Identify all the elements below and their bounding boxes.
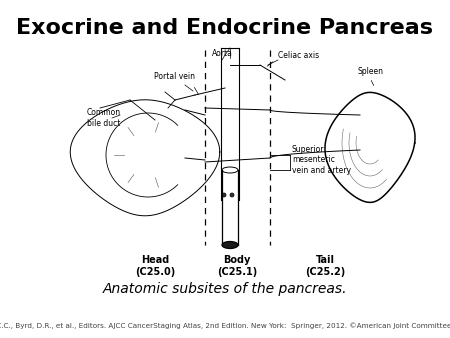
Text: Superior
mesenteric
vein and artery: Superior mesenteric vein and artery [292, 145, 351, 175]
Text: Anatomic subsites of the pancreas.: Anatomic subsites of the pancreas. [103, 282, 347, 296]
Text: Tail
(C25.2): Tail (C25.2) [305, 255, 345, 276]
Text: Compton, C.C., Byrd, D.R., et al., Editors. AJCC CancerStaging Atlas, 2nd Editio: Compton, C.C., Byrd, D.R., et al., Edito… [0, 322, 450, 329]
Text: Head
(C25.0): Head (C25.0) [135, 255, 175, 276]
Ellipse shape [230, 193, 234, 197]
Text: Exocrine and Endocrine Pancreas: Exocrine and Endocrine Pancreas [17, 18, 433, 38]
Text: Celiac axis: Celiac axis [278, 51, 319, 61]
Text: Common
bile duct: Common bile duct [87, 108, 121, 128]
Ellipse shape [222, 241, 238, 248]
Text: Aorta: Aorta [212, 49, 233, 58]
Text: Portal vein: Portal vein [154, 72, 195, 81]
Text: Body
(C25.1): Body (C25.1) [217, 255, 257, 276]
Ellipse shape [222, 193, 226, 197]
Text: Spleen: Spleen [357, 67, 383, 76]
